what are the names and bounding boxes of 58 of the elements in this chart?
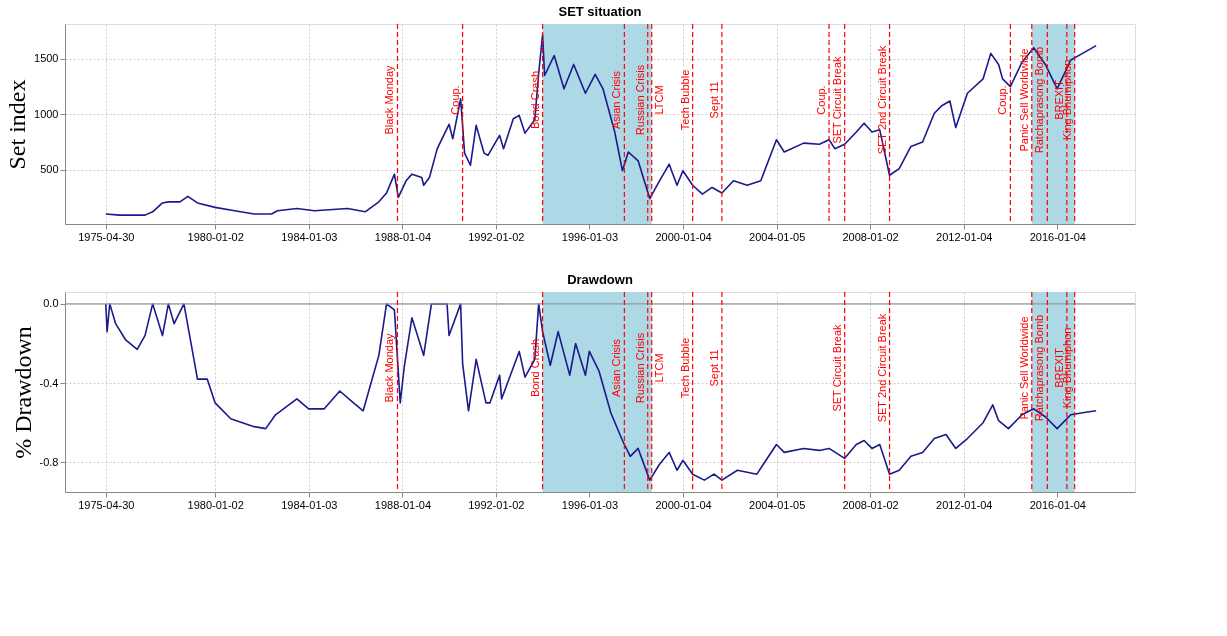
ref-line-label: Tech Bubble <box>678 337 691 399</box>
x-tick-label: 2012-01-04 <box>936 498 993 511</box>
x-tick-label: 2004-01-05 <box>749 230 806 243</box>
x-tick-label: 1992-01-02 <box>468 498 525 511</box>
line-series <box>104 303 1097 481</box>
ref-line-label: Ratchaprasong Bomb <box>1033 46 1046 154</box>
ref-line-label: Coup. <box>815 85 828 115</box>
ref-line-label: Coup. <box>448 85 461 115</box>
x-tick-label: 2016-01-04 <box>1029 498 1086 511</box>
ref-line-label: Russian Crisis <box>633 332 646 404</box>
ref-line-label: SET Circuit Break <box>830 55 843 144</box>
ref-line-label: Bond Crash <box>528 70 541 130</box>
ref-line-label: SET 2nd Circuit Break <box>875 45 888 155</box>
ref-line-label: Sept 11 <box>707 349 720 387</box>
x-tick-label: 1984-01-03 <box>281 498 338 511</box>
y-tick-label: 500 <box>40 163 59 176</box>
x-tick-label: 1996-01-03 <box>561 498 619 511</box>
ref-line-label: SET 2nd Circuit Break <box>875 313 888 423</box>
x-tick-label: 1988-01-04 <box>374 230 432 243</box>
x-tick-label: 1996-01-03 <box>561 230 619 243</box>
ref-line-label: Panic Sell Worldwide <box>1017 48 1030 152</box>
ref-line-label: LTCM <box>652 353 665 383</box>
ref-line-label: Sept 11 <box>707 81 720 119</box>
y-tick-label: -0.4 <box>39 376 59 389</box>
y-tick-label: -0.8 <box>39 455 59 468</box>
ref-line-label: SET Circuit Break <box>830 323 843 412</box>
ref-line-label: LTCM <box>652 85 665 115</box>
x-tick-label: 2000-01-04 <box>655 230 712 243</box>
y-axis-title: % Drawdown <box>9 326 36 459</box>
y-tick-label: 0.0 <box>43 297 59 310</box>
chart-title: Drawdown <box>567 272 633 288</box>
ref-line-label: Asian Crisis <box>610 338 623 398</box>
x-tick-label: 1980-01-02 <box>187 230 244 243</box>
chart-title: SET situation <box>558 4 642 20</box>
x-tick-label: 1988-01-04 <box>374 498 432 511</box>
x-tick-label: 1975-04-30 <box>78 230 135 243</box>
y-tick-label: 1500 <box>34 52 59 65</box>
x-tick-label: 1992-01-02 <box>468 230 525 243</box>
x-tick-label: 1980-01-02 <box>187 498 244 511</box>
x-tick-label: 2016-01-04 <box>1029 230 1086 243</box>
y-tick-label: 1000 <box>34 107 59 120</box>
ref-line-label: Black Monday <box>383 332 396 403</box>
ref-line-label: Bond Crash <box>528 338 541 398</box>
ref-line-label: Ratchaprasong Bomb <box>1033 314 1046 422</box>
ref-line-label: Russian Crisis <box>633 64 646 136</box>
x-tick-label: 2012-01-04 <box>936 230 993 243</box>
x-tick-label: 2000-01-04 <box>655 498 712 511</box>
ref-line-label: Panic Sell Worldwide <box>1017 316 1030 420</box>
x-tick-label: 2008-01-02 <box>842 498 899 511</box>
x-tick-label: 2004-01-05 <box>749 498 806 511</box>
x-tick-label: 1984-01-03 <box>281 230 338 243</box>
y-axis-title: Set index <box>4 79 31 170</box>
x-tick-label: 2008-01-02 <box>842 230 899 243</box>
ref-line-label: Asian Crisis <box>610 70 623 130</box>
ref-line-label: Tech Bubble <box>678 69 691 131</box>
ref-line-label: Coup. <box>996 85 1009 115</box>
x-tick-label: 1975-04-30 <box>78 498 135 511</box>
ref-line-label: Black Monday <box>383 64 396 135</box>
